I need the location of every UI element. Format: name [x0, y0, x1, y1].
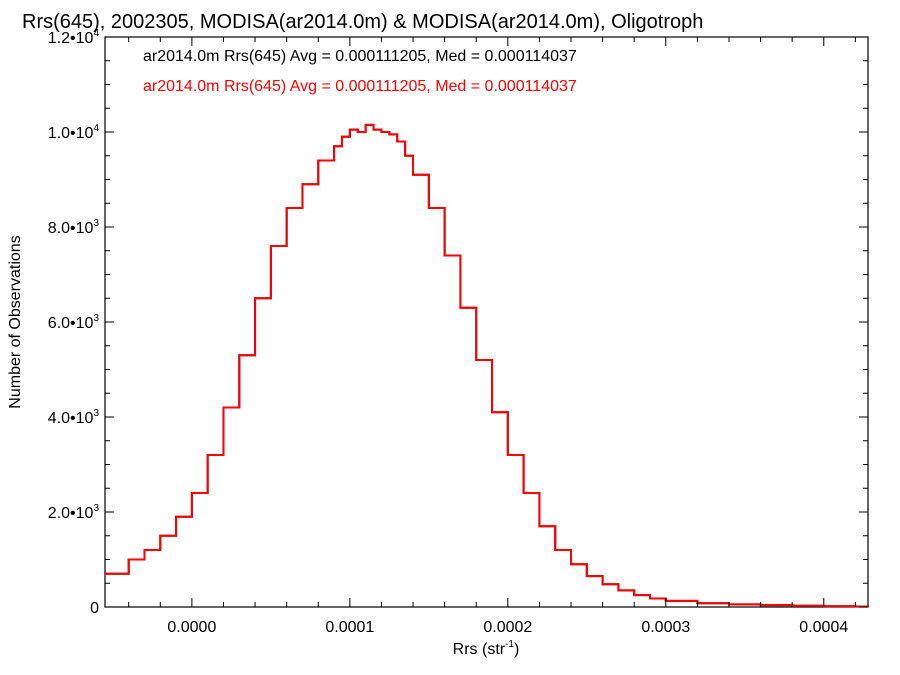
x-tick-label-4: 0.0004 — [799, 619, 848, 636]
y-tick-label-2: 4.0•103 — [48, 408, 100, 427]
chart-title: Rrs(645), 2002305, MODISA(ar2014.0m) & M… — [22, 11, 703, 33]
series-layer — [105, 123, 869, 608]
legend-entry-2: ar2014.0m Rrs(645) Avg = 0.000111205, Me… — [143, 78, 577, 95]
legend-entry-1: ar2014.0m Rrs(645) Avg = 0.000111205, Me… — [143, 48, 577, 65]
y-tick-label-1: 2.0•103 — [48, 503, 100, 522]
x-axis-label: Rrs (str-1) — [453, 639, 520, 658]
y-tick-label-4: 8.0•103 — [48, 218, 100, 237]
x-axis-label-superscript: -1 — [505, 639, 514, 650]
x-tick-label-3: 0.0003 — [641, 619, 690, 636]
series-2-line — [105, 123, 869, 608]
ticks-layer: 0.0000 0.0001 0.0002 0.0003 0.0004 0 2.0•103 4.… — [48, 28, 868, 636]
x-tick-label-2: 0.0002 — [483, 619, 532, 636]
y-tick-label-6: 1.2•104 — [48, 28, 100, 47]
y-tick-label-5: 1.0•104 — [48, 123, 100, 142]
x-tick-label-1: 0.0001 — [325, 619, 374, 636]
x-tick-label-0: 0.0000 — [167, 619, 216, 636]
y-tick-label-0: 0 — [90, 600, 99, 617]
y-axis-label: Number of Observations — [7, 235, 24, 408]
x-axis-label-end: ) — [514, 641, 519, 658]
x-axis-label-main: Rrs (str — [453, 641, 506, 658]
y-tick-label-3: 6.0•103 — [48, 313, 100, 332]
